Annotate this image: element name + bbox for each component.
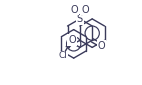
Text: O: O [71, 5, 78, 15]
Text: S: S [77, 14, 83, 24]
Text: Cl: Cl [58, 51, 67, 60]
Text: O: O [82, 5, 89, 15]
Text: O: O [98, 41, 105, 51]
Text: O: O [68, 35, 76, 45]
